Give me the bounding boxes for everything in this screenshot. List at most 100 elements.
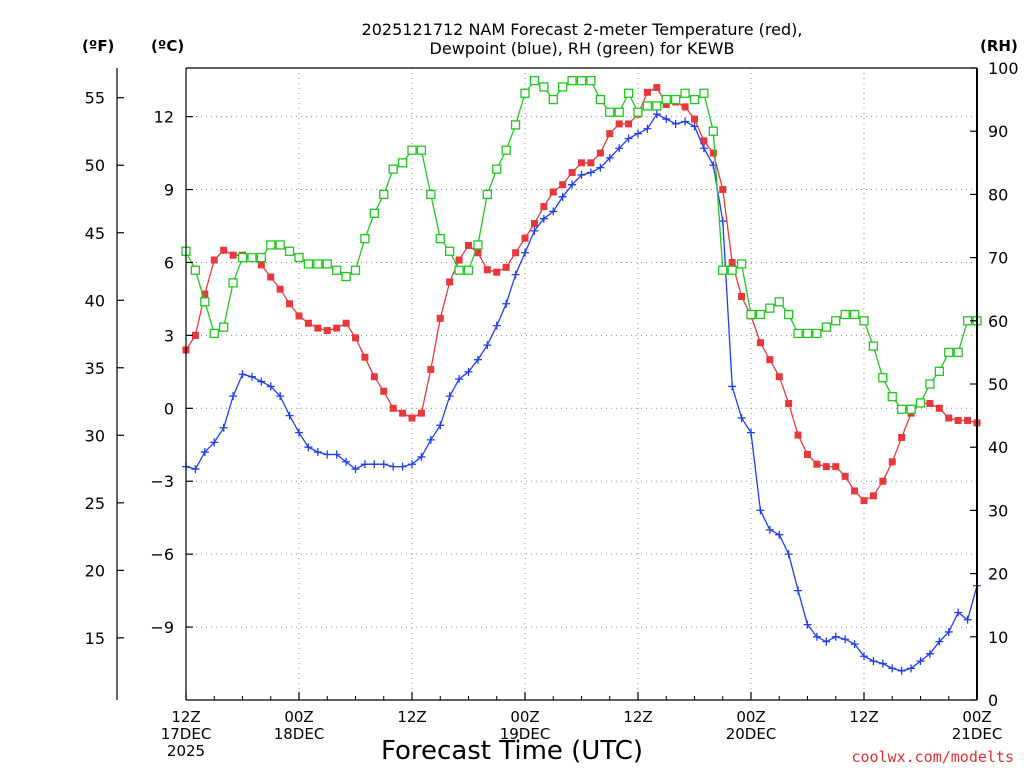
temperature-point [606,130,614,138]
rh-point [765,303,775,313]
rh-point [699,88,709,98]
temperature-point [304,319,312,327]
rh-point [322,259,332,269]
temperature-point [662,100,670,108]
temperature-point [370,373,378,381]
temperature-point [935,404,943,412]
rh-point [623,88,634,98]
temperature-point [879,477,887,485]
rh-point [661,94,671,105]
temperature-point [738,292,746,300]
temperature-point [540,203,548,211]
rh-point [652,101,662,111]
fahrenheit-tick-label: 15 [85,629,105,648]
dewpoint-point [765,525,774,534]
rh-point [793,328,803,339]
rh-point [454,265,464,275]
dewpoint-point [963,615,972,624]
rh-point [200,297,210,307]
dewpoint-point [737,414,746,423]
dewpoint-point [878,659,887,668]
rh-point [529,75,540,86]
dewpoint-point [389,462,398,471]
dewpoint-point [408,460,416,469]
temperature-point [775,373,783,381]
x-tick-label: 00Z [510,708,539,726]
rh-point [219,322,229,332]
series-line [185,113,978,672]
temperature-point [785,399,793,407]
rh-point [849,309,860,320]
temperature-point [587,159,595,167]
dewpoint-point [784,550,793,559]
fahrenheit-tick-label: 20 [85,561,105,580]
rh-point [868,341,879,351]
temperature-point [389,404,397,412]
fahrenheit-tick-label: 30 [85,426,105,445]
dewpoint-point [907,664,916,673]
dewpoint-point [502,299,511,308]
temperature-point [888,458,896,466]
temperature-point [257,261,265,269]
rh-point [463,265,474,275]
dewpoint-point [379,460,388,469]
rh-point [755,309,766,320]
x-tick-label: 12Z [397,708,426,726]
temperature-point [417,409,425,417]
rh-point [558,82,568,92]
dewpoint-point [869,657,878,666]
temperature-point [653,83,661,91]
credit-text: coolwx.com/modelts [851,748,1014,766]
x-tick-label: 17DEC [161,725,212,743]
dewpoint-point [841,635,850,644]
dewpoint-point [916,657,925,666]
dewpoint-point [681,117,690,126]
x-tick-label: 20DEC [726,725,777,743]
gridlines [186,68,977,700]
rh-point [407,145,417,155]
axes [116,67,978,701]
temperature-point [436,314,444,322]
series-line [185,86,978,502]
rh-point [718,265,728,275]
temperature-point [455,256,463,264]
celsius-tick-label: −3 [150,472,174,491]
dewpoint-point [511,270,520,279]
temperature-point [408,414,416,422]
rh-point [492,164,502,174]
dewpoint-point [229,392,238,401]
rh-point [586,75,596,86]
dewpoint-point [417,452,426,461]
x-tick-label: 00Z [284,708,313,726]
tick-labels: −9−6−30369121520253035404550550102030405… [85,59,1019,760]
dewpoint-point [747,428,755,437]
celsius-tick-label: −9 [150,618,174,637]
fahrenheit-tick-label: 45 [85,224,105,243]
dewpoint-point [812,632,821,641]
temperature-point [276,285,284,293]
rh-point [576,75,587,86]
temperature-point [898,433,906,441]
rh-tick-label: 50 [988,375,1008,394]
dewpoint-point [586,168,595,177]
temperature-point [512,249,520,257]
temperature-point [229,251,237,259]
rh-point [727,265,737,275]
rh-point [237,252,248,263]
rh-tick-label: 10 [988,628,1008,647]
x-tick-label: 21DEC [952,725,1003,743]
dewpoint-point [925,649,934,658]
dewpoint-point [483,341,492,350]
temperature-point [333,324,341,332]
dewpoint-point [191,465,200,474]
rh-point [228,278,238,288]
rh-point [360,233,370,244]
dewpoint-point [200,448,209,457]
fahrenheit-tick-label: 50 [85,156,105,175]
rh-point [482,189,492,200]
rh-point [548,94,558,105]
dewpoint-point [351,465,360,474]
rh-point [859,316,869,326]
rh-point [190,265,201,275]
dewpoint-point [323,450,332,459]
